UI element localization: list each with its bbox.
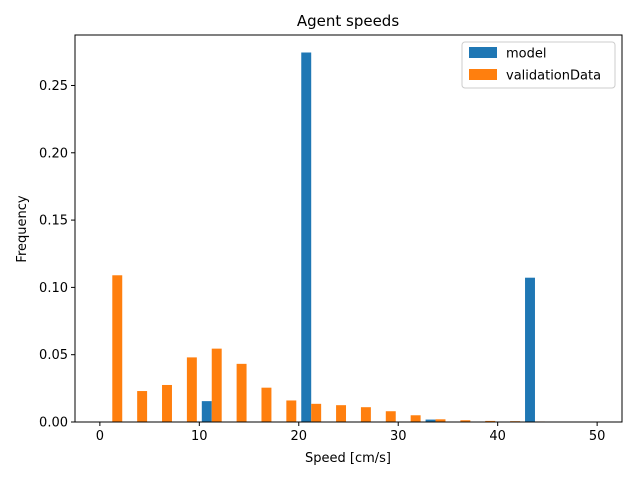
x-axis-ticks: 0 10 20 30 40 50 — [96, 422, 606, 444]
y-tick-label: 0.05 — [39, 348, 68, 363]
bar-validationdata-1 — [137, 391, 148, 422]
y-tick-label: 0.15 — [39, 214, 68, 229]
legend-label-model: model — [506, 47, 546, 62]
bar-model-4 — [201, 401, 212, 422]
y-tick-label: 0.25 — [39, 79, 68, 94]
legend-swatch-validationdata — [469, 69, 497, 80]
x-tick-label: 20 — [290, 429, 307, 444]
y-axis-label: Frequency — [15, 195, 30, 262]
bar-validationdata-2 — [162, 384, 172, 422]
x-tick-label: 40 — [489, 429, 506, 444]
bar-validationdata-0 — [112, 275, 123, 422]
bar-validationdata-6 — [261, 387, 272, 422]
y-tick-label: 0.10 — [39, 281, 68, 296]
x-tick-label: 30 — [390, 429, 407, 444]
bar-model-17 — [525, 277, 535, 422]
bar-model-13 — [425, 419, 436, 422]
legend-frame — [461, 41, 616, 89]
x-axis-label: Speed [cm/s] — [305, 451, 391, 466]
bars-layer — [112, 52, 595, 422]
bar-validationdata-14 — [460, 420, 471, 422]
legend: model validationData — [461, 41, 616, 89]
bar-validationdata-15 — [485, 420, 496, 422]
bar-model-8 — [301, 52, 312, 422]
bar-validationdata-11 — [385, 411, 396, 422]
chart-title: Agent speeds — [297, 12, 399, 30]
x-tick-label: 0 — [96, 429, 104, 444]
bar-validationdata-5 — [236, 363, 247, 422]
bar-validationdata-3 — [186, 357, 197, 422]
bar-validationdata-13 — [435, 419, 446, 422]
y-tick-label: 0.20 — [39, 146, 68, 161]
bar-validationdata-10 — [360, 407, 371, 422]
bar-validationdata-7 — [286, 400, 297, 422]
y-tick-label: 0.00 — [39, 416, 68, 431]
legend-label-validationdata: validationData — [506, 69, 601, 84]
x-tick-label: 50 — [589, 429, 606, 444]
plot-frame — [74, 34, 623, 423]
bar-validationdata-4 — [211, 348, 222, 422]
bar-validationdata-12 — [410, 415, 421, 422]
y-axis-ticks: 0.00 0.05 0.10 0.15 0.20 0.25 — [39, 79, 75, 431]
bar-validationdata-8 — [311, 403, 322, 422]
bar-validationdata-9 — [336, 405, 347, 422]
x-tick-label: 10 — [191, 429, 208, 444]
legend-swatch-model — [469, 47, 497, 58]
